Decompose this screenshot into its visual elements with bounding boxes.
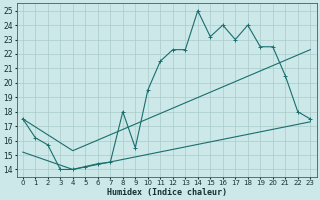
X-axis label: Humidex (Indice chaleur): Humidex (Indice chaleur) (107, 188, 227, 197)
